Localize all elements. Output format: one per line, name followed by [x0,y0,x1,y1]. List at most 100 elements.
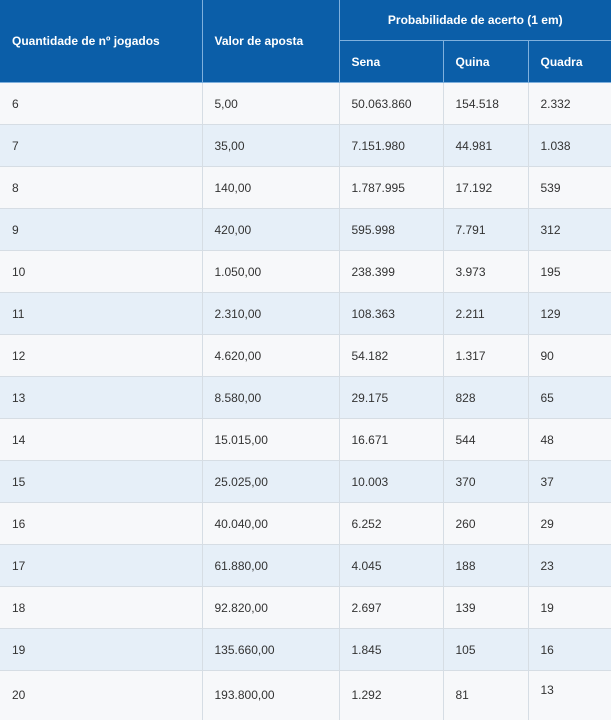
header-bet-value: Valor de aposta [202,0,340,83]
table-row: 8 140,00 1.787.995 17.192 539 [0,166,611,209]
quina-cell: 544 [443,418,529,461]
table-row: 12 4.620,00 54.182 1.317 90 [0,334,611,377]
quadra-cell: 48 [528,418,611,461]
sena-cell: 10.003 [339,460,444,503]
table-row: 16 40.040,00 6.252 260 29 [0,502,611,545]
header-quadra: Quadra [528,40,611,83]
quantity-cell: 10 [0,250,203,293]
quantity-cell: 18 [0,586,203,629]
table-header: Quantidade de nº jogados Valor de aposta… [0,0,611,83]
sena-cell: 595.998 [339,208,444,251]
table-row: 15 25.025,00 10.003 370 37 [0,460,611,503]
quina-cell: 154.518 [443,82,529,125]
quadra-cell: 65 [528,376,611,419]
bet-value-cell: 420,00 [202,208,340,251]
bet-value-cell: 15.015,00 [202,418,340,461]
table-row: 10 1.050,00 238.399 3.973 195 [0,250,611,293]
sena-cell: 7.151.980 [339,124,444,167]
header-row-sub: Sena Quina Quadra [0,40,611,83]
quantity-cell: 11 [0,292,203,335]
table-row: 6 5,00 50.063.860 154.518 2.332 [0,82,611,125]
quantity-cell: 20 [0,670,203,720]
table-row: 7 35,00 7.151.980 44.981 1.038 [0,124,611,167]
sena-cell: 238.399 [339,250,444,293]
sena-cell: 50.063.860 [339,82,444,125]
bet-value-cell: 135.660,00 [202,628,340,671]
quantity-cell: 13 [0,376,203,419]
quadra-cell: 16 [528,628,611,671]
bet-value-cell: 40.040,00 [202,502,340,545]
quantity-cell: 9 [0,208,203,251]
sena-cell: 108.363 [339,292,444,335]
table-row: 11 2.310,00 108.363 2.211 129 [0,292,611,335]
quina-cell: 370 [443,460,529,503]
quantity-cell: 19 [0,628,203,671]
sena-cell: 16.671 [339,418,444,461]
sena-cell: 54.182 [339,334,444,377]
bet-value-cell: 8.580,00 [202,376,340,419]
quantity-cell: 17 [0,544,203,587]
table-row: 13 8.580,00 29.175 828 65 [0,376,611,419]
bet-value-cell: 5,00 [202,82,340,125]
quina-cell: 3.973 [443,250,529,293]
bet-value-cell: 4.620,00 [202,334,340,377]
quantity-cell: 12 [0,334,203,377]
header-quantity: Quantidade de nº jogados [0,0,203,83]
quadra-cell: 539 [528,166,611,209]
table-row: 19 135.660,00 1.845 105 16 [0,628,611,671]
quantity-cell: 14 [0,418,203,461]
bet-value-cell: 25.025,00 [202,460,340,503]
header-sena: Sena [339,40,444,83]
header-quina: Quina [443,40,529,83]
quina-cell: 1.317 [443,334,529,377]
quina-cell: 7.791 [443,208,529,251]
quina-cell: 17.192 [443,166,529,209]
quantity-cell: 15 [0,460,203,503]
sena-cell: 1.845 [339,628,444,671]
sena-cell: 4.045 [339,544,444,587]
quadra-cell: 312 [528,208,611,251]
quina-cell: 188 [443,544,529,587]
quadra-cell: 19 [528,586,611,629]
quadra-cell: 29 [528,502,611,545]
quina-cell: 260 [443,502,529,545]
quina-cell: 81 [443,670,529,720]
table-row: 17 61.880,00 4.045 188 23 [0,544,611,587]
quantity-cell: 16 [0,502,203,545]
quadra-cell: 13 [528,670,611,720]
sena-cell: 1.292 [339,670,444,720]
sena-cell: 1.787.995 [339,166,444,209]
quantity-cell: 6 [0,82,203,125]
sena-cell: 2.697 [339,586,444,629]
quina-cell: 105 [443,628,529,671]
quantity-cell: 8 [0,166,203,209]
quadra-cell: 90 [528,334,611,377]
quina-cell: 2.211 [443,292,529,335]
quadra-cell: 37 [528,460,611,503]
table-body: 6 5,00 50.063.860 154.518 2.332 7 35,00 7.151.9… [0,82,611,720]
quina-cell: 139 [443,586,529,629]
table-row: 20 193.800,00 1.292 81 13 [0,670,611,720]
bet-value-cell: 2.310,00 [202,292,340,335]
quina-cell: 828 [443,376,529,419]
quadra-cell: 1.038 [528,124,611,167]
bet-value-cell: 92.820,00 [202,586,340,629]
quantity-cell: 7 [0,124,203,167]
quadra-cell: 23 [528,544,611,587]
bet-value-cell: 61.880,00 [202,544,340,587]
bet-value-cell: 1.050,00 [202,250,340,293]
quina-cell: 44.981 [443,124,529,167]
quadra-cell: 2.332 [528,82,611,125]
quadra-cell: 129 [528,292,611,335]
sena-cell: 6.252 [339,502,444,545]
table-row: 18 92.820,00 2.697 139 19 [0,586,611,629]
header-probability-group: Probabilidade de acerto (1 em) [339,0,611,41]
bet-value-cell: 35,00 [202,124,340,167]
bet-value-cell: 193.800,00 [202,670,340,720]
quadra-cell: 195 [528,250,611,293]
sena-cell: 29.175 [339,376,444,419]
header-row-top: Quantidade de nº jogados Valor de aposta… [0,0,611,83]
table-row: 9 420,00 595.998 7.791 312 [0,208,611,251]
table-row: 14 15.015,00 16.671 544 48 [0,418,611,461]
